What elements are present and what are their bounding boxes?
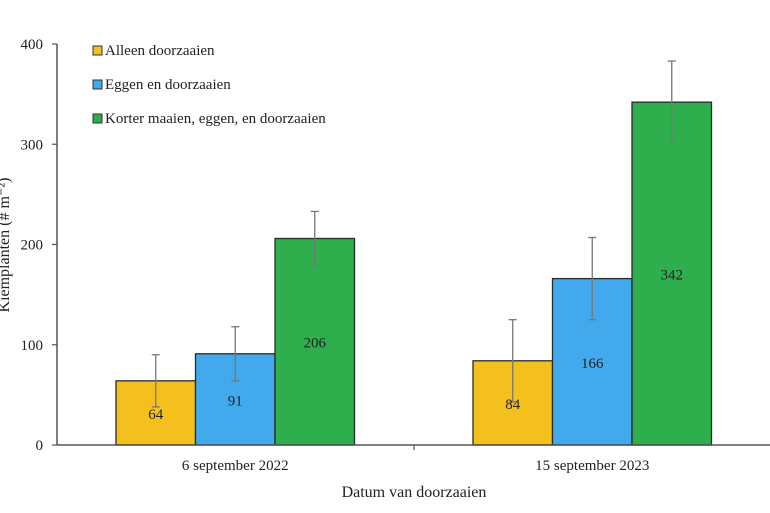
data-label: 206 bbox=[304, 336, 327, 352]
legend-swatch bbox=[92, 113, 103, 124]
legend-label: Alleen doorzaaien bbox=[105, 43, 215, 59]
legend: Alleen doorzaaien Eggen en doorzaaien Kort… bbox=[92, 43, 326, 127]
x-axis-label: Datum van doorzaaien bbox=[342, 484, 487, 501]
y-tick-label: 100 bbox=[21, 338, 44, 354]
bar bbox=[631, 101, 713, 446]
data-label: 84 bbox=[505, 397, 521, 413]
data-label: 166 bbox=[581, 356, 604, 372]
bar bbox=[274, 237, 356, 446]
y-tick-label: 0 bbox=[36, 438, 44, 454]
data-label: 64 bbox=[148, 407, 164, 423]
y-tick-label: 200 bbox=[21, 238, 44, 254]
legend-swatch bbox=[92, 45, 103, 56]
y-axis: 0 100 200 300 400 bbox=[21, 37, 58, 454]
x-tick-label: 15 september 2023 bbox=[535, 458, 649, 474]
y-axis-label: Kiemplanten (# m⁻²) bbox=[0, 178, 13, 313]
bars: 64 84 91 166 206 342 bbox=[115, 60, 713, 446]
legend-swatch bbox=[92, 79, 103, 90]
data-label: 342 bbox=[661, 268, 684, 284]
legend-label: Eggen en doorzaaien bbox=[105, 77, 231, 93]
x-axis: 6 september 2022 15 september 2023 bbox=[57, 444, 770, 474]
x-tick-label: 6 september 2022 bbox=[182, 458, 289, 474]
y-tick-label: 400 bbox=[21, 37, 44, 53]
data-label: 91 bbox=[228, 393, 243, 409]
legend-label: Korter maaien, eggen, en doorzaaien bbox=[105, 111, 326, 127]
y-tick-label: 300 bbox=[21, 137, 44, 153]
